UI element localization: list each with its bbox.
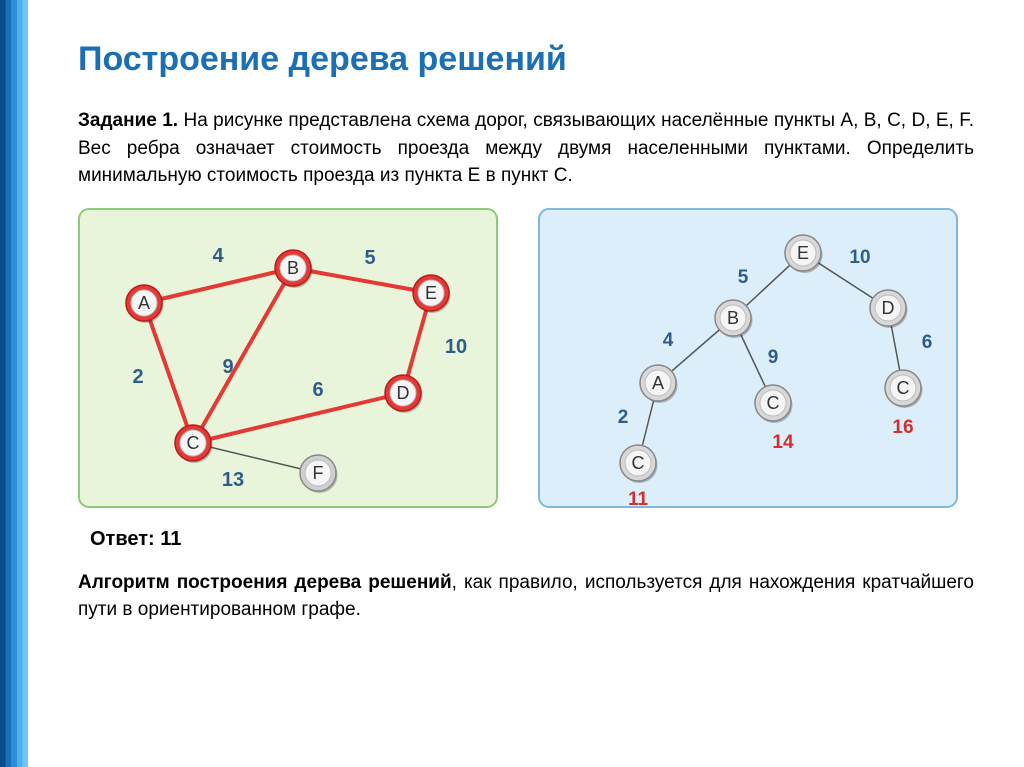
graph-node-D-label: D — [397, 383, 410, 403]
tree-node-B-label: B — [727, 308, 739, 328]
page-title: Построение дерева решений — [78, 40, 974, 79]
tree-node-D-label: D — [882, 298, 895, 318]
weight-A-C: 2 — [132, 366, 143, 388]
weight-B-E: 5 — [364, 247, 375, 269]
weight-C-D: 6 — [312, 379, 323, 401]
tree-node-E-label: E — [797, 243, 809, 263]
tree-result-0: 11 — [628, 489, 649, 508]
graph-node-E-label: E — [425, 283, 437, 303]
slide-content: Построение дерева решений Задание 1. На … — [28, 0, 1024, 644]
tree-node-C2-label: C — [767, 393, 780, 413]
task-label: Задание 1. — [78, 110, 178, 131]
tree-result-2: 16 — [892, 417, 913, 438]
task-paragraph: Задание 1. На рисунке представлена схема… — [78, 107, 974, 190]
weight-E-D: 10 — [445, 336, 467, 358]
answer-text: Ответ: 11 — [90, 528, 974, 551]
graph-node-A-label: A — [138, 293, 150, 313]
tree-weight-E-B: 5 — [738, 267, 749, 288]
algorithm-paragraph: Алгоритм построения дерева решений, как … — [78, 569, 974, 624]
graph-node-B-label: B — [287, 258, 299, 278]
tree-weight-B-A: 4 — [663, 330, 674, 351]
tree-result-1: 14 — [772, 432, 794, 453]
weight-B-C: 9 — [222, 356, 233, 378]
weight-C-F: 13 — [222, 469, 244, 491]
tree-node-C1-label: C — [632, 453, 645, 473]
accent-stripe — [0, 0, 28, 767]
tree-weight-B-C2: 9 — [768, 347, 779, 368]
weight-A-B: 4 — [212, 245, 224, 267]
diagrams-row: 4 5 10 9 2 6 13 A B E D C F 5 10 4 9 6 2 E B D A C C C 11 14 16 — [78, 208, 974, 508]
graph-svg: 4 5 10 9 2 6 13 A B E D C F — [78, 208, 498, 508]
tree-node-A-label: A — [652, 373, 664, 393]
graph-panel: 4 5 10 9 2 6 13 A B E D C F — [78, 208, 498, 508]
tree-weight-D-C3: 6 — [922, 332, 933, 353]
tree-panel: 5 10 4 9 6 2 E B D A C C C 11 14 16 — [538, 208, 958, 508]
algo-bold: Алгоритм построения дерева решений — [78, 572, 452, 593]
tree-weight-A-C1: 2 — [618, 407, 629, 428]
graph-node-F-label: F — [313, 463, 324, 483]
tree-weight-E-D: 10 — [849, 247, 870, 268]
task-text: На рисунке представлена схема дорог, свя… — [78, 110, 974, 186]
tree-node-C3-label: C — [897, 378, 910, 398]
graph-node-C-label: C — [187, 433, 200, 453]
tree-svg: 5 10 4 9 6 2 E B D A C C C 11 14 16 — [538, 208, 958, 508]
